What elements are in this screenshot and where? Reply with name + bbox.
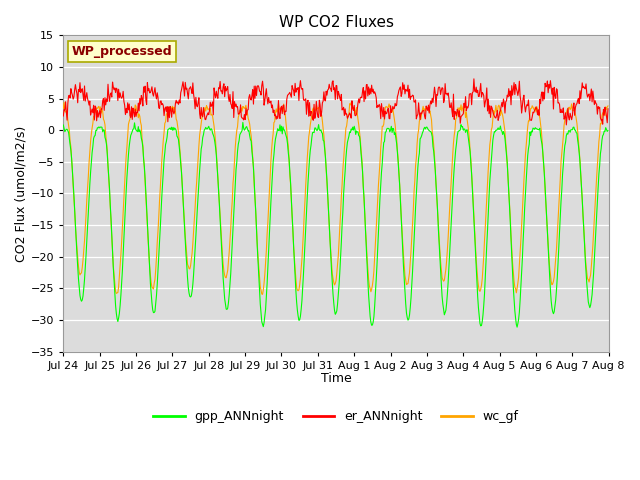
Legend: gpp_ANNnight, er_ANNnight, wc_gf: gpp_ANNnight, er_ANNnight, wc_gf — [148, 405, 524, 428]
Y-axis label: CO2 Flux (umol/m2/s): CO2 Flux (umol/m2/s) — [15, 125, 28, 262]
Text: WP_processed: WP_processed — [72, 45, 172, 58]
Title: WP CO2 Fluxes: WP CO2 Fluxes — [278, 15, 394, 30]
X-axis label: Time: Time — [321, 372, 351, 385]
